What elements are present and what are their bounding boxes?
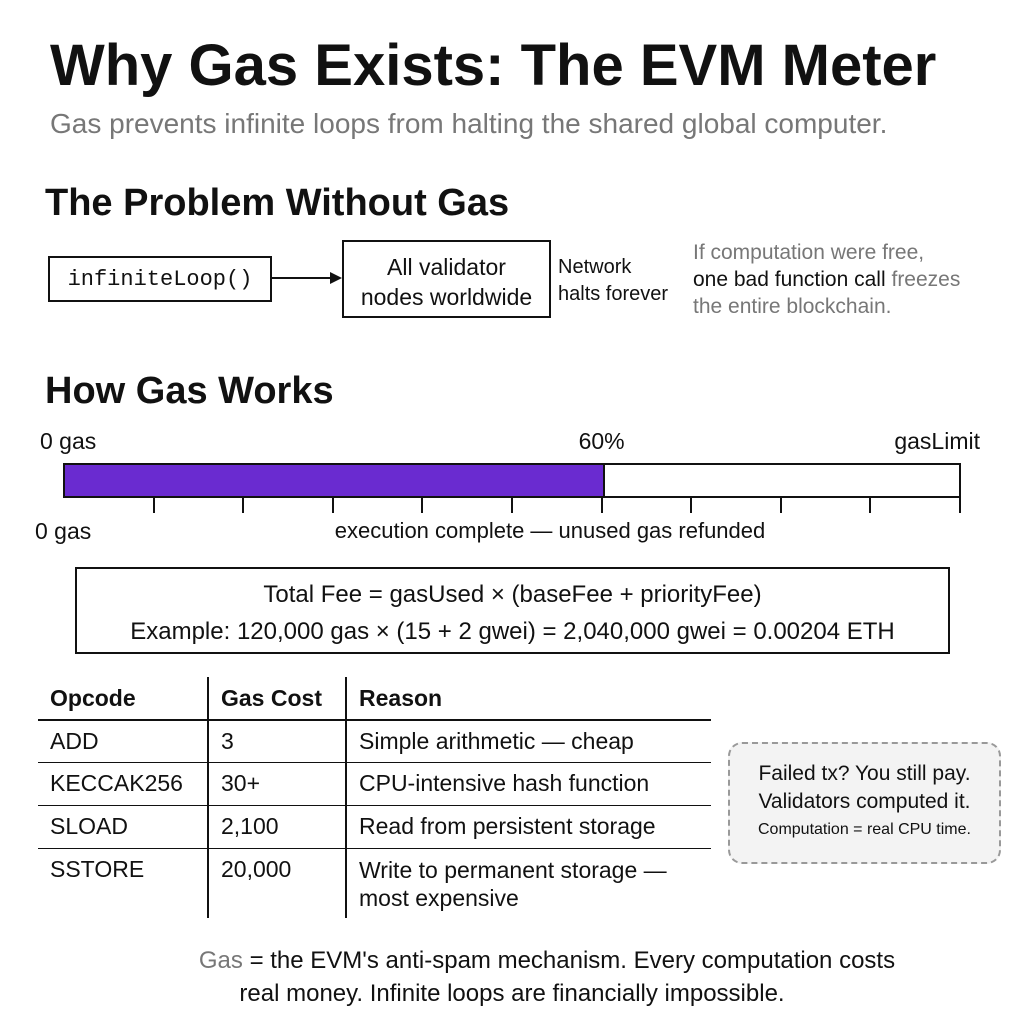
cell: Read from persistent storage: [359, 812, 656, 839]
arrow: [272, 272, 342, 284]
note-text: one bad function call: [693, 268, 886, 291]
section-heading: The Problem Without Gas: [45, 182, 510, 224]
formula-box: Total Fee = gasUsed × (baseFee + priorit…: [75, 567, 950, 654]
tick-mark: [600, 497, 603, 513]
meter-label: 0 gas: [35, 518, 92, 544]
note: If computation were free, one bad functi…: [693, 239, 960, 320]
tick-mark: [242, 497, 245, 513]
tick-mark: [869, 497, 872, 513]
code-box: infiniteLoop(): [48, 256, 272, 302]
tick-mark: [511, 497, 513, 513]
callout-line: Validators computed it.: [758, 790, 971, 813]
tick-mark: [421, 497, 424, 513]
note-line: one bad function call freezes: [693, 266, 960, 293]
table-row: ADD 3 Simple arithmetic — cheap: [38, 720, 711, 762]
tick-mark: [690, 497, 693, 513]
meter-label: gasLimit: [894, 428, 980, 454]
header-cell: Opcode: [38, 677, 209, 720]
node-label: nodes worldwide: [360, 284, 533, 310]
table-row: SSTORE 20,000 Write to permanent storage…: [38, 848, 711, 918]
meter-value-label: 60%: [578, 428, 625, 454]
meter-track: [63, 463, 961, 498]
tick-mark: [959, 497, 961, 513]
callout: Failed tx? You still pay. Validators com…: [728, 742, 1001, 864]
meter-note: execution complete — unused gas refunded: [334, 518, 766, 543]
cell: 30+: [208, 762, 347, 805]
table-header: Opcode Gas Cost Reason: [38, 677, 711, 720]
cell: 2,100: [208, 805, 347, 848]
cell: Simple arithmetic — cheap: [359, 728, 634, 754]
footer-line: real money. Infinite loops are financial…: [239, 980, 785, 1007]
cell: CPU-intensive hash function: [359, 769, 650, 796]
table-row: KECCAK256 30+ CPU-intensive hash functio…: [38, 762, 711, 805]
note-text: freezes: [891, 268, 961, 291]
footer-line: Gas = the EVM's anti-spam mechanism. Eve…: [0, 944, 1024, 977]
cell: ADD: [38, 720, 209, 762]
cell: 20,000: [208, 848, 347, 918]
formula-line: Total Fee = gasUsed × (baseFee + priorit…: [263, 581, 762, 608]
note-line: If computation were free,: [693, 241, 925, 264]
note-line: the entire blockchain.: [693, 295, 892, 318]
tick-mark: [331, 497, 334, 513]
section-heading: How Gas Works: [45, 370, 334, 412]
header-cell: Reason: [359, 685, 443, 711]
tick-mark: [779, 497, 782, 513]
callout-line: Failed tx? You still pay.: [758, 762, 971, 785]
table-row: SLOAD 2,100 Read from persistent storage: [38, 805, 711, 848]
footer-text: = the EVM's anti-spam mechanism. Every c…: [249, 947, 896, 974]
callout-line: Computation = real CPU time.: [758, 821, 971, 838]
cell: SSTORE: [38, 848, 209, 918]
title: Why Gas Exists: The EVM Meter: [50, 33, 937, 98]
cell: KECCAK256: [38, 762, 209, 805]
outcome: Network halts forever: [558, 254, 668, 308]
cell: SLOAD: [38, 805, 209, 848]
meter-label: 0 gas: [40, 428, 97, 454]
footer: Gas = the EVM's anti-spam mechanism. Eve…: [0, 944, 1024, 1010]
tick-mark: [152, 497, 155, 513]
meter-fill: [65, 465, 605, 496]
outcome-line: halts forever: [558, 283, 669, 305]
outcome-line: Network: [558, 256, 632, 278]
cell: 3: [208, 720, 347, 762]
header-cell: Gas Cost: [208, 677, 347, 720]
node-box: All validator nodes worldwide: [342, 240, 551, 318]
cell: Write to permanent storage — most expens…: [359, 856, 667, 911]
opcode-table: Opcode Gas Cost Reason ADD 3 Simple arit…: [38, 677, 711, 918]
node-label: All validator: [387, 254, 506, 280]
formula-line: Example: 120,000 gas × (15 + 2 gwei) = 2…: [130, 618, 895, 645]
subtitle: Gas prevents infinite loops from halting…: [50, 108, 888, 139]
footer-lead: Gas: [198, 947, 243, 974]
